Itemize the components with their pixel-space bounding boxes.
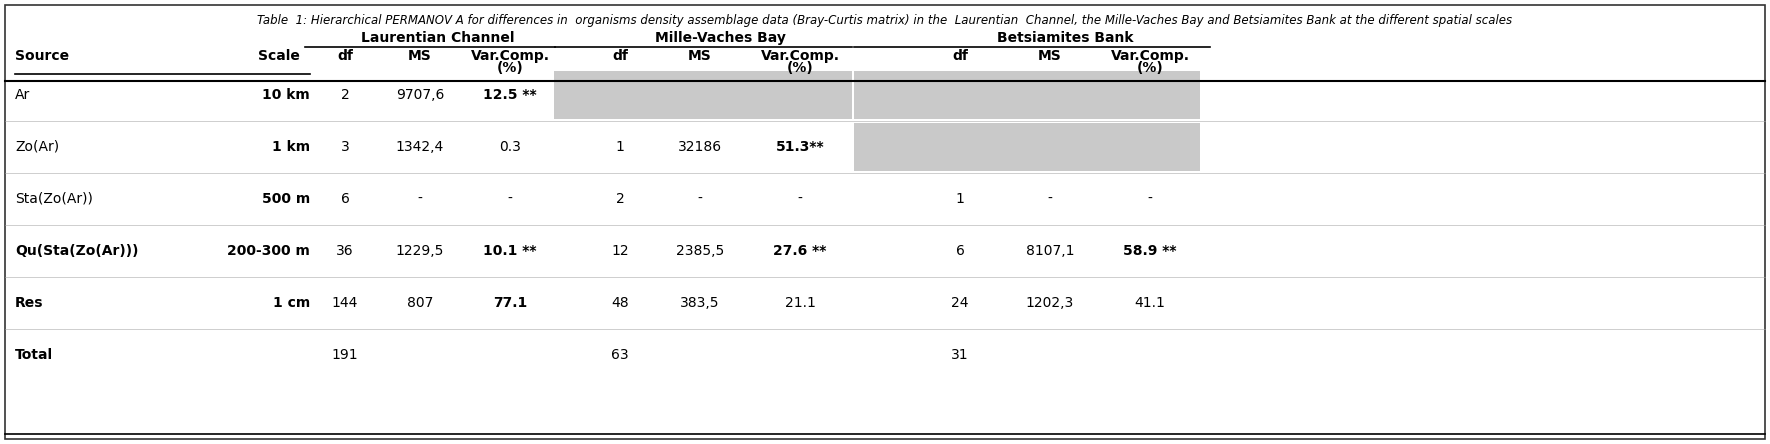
Text: 12.5 **: 12.5 ** — [483, 88, 536, 102]
Text: 58.9 **: 58.9 ** — [1124, 244, 1177, 258]
Text: 24: 24 — [950, 296, 968, 310]
Text: 807: 807 — [407, 296, 434, 310]
Text: 191: 191 — [331, 348, 358, 362]
Text: Mille-Vaches Bay: Mille-Vaches Bay — [655, 31, 786, 45]
Text: 2: 2 — [616, 192, 625, 206]
Text: df: df — [952, 49, 968, 63]
Text: Scale: Scale — [258, 49, 299, 63]
Text: 12: 12 — [611, 244, 628, 258]
Text: 1342,4: 1342,4 — [396, 140, 444, 154]
Text: 1: 1 — [956, 192, 965, 206]
Text: MS: MS — [689, 49, 712, 63]
Text: Table  1: Hierarchical PERMANOV A for differences in  organisms density assembla: Table 1: Hierarchical PERMANOV A for dif… — [257, 14, 1513, 27]
Text: 6: 6 — [956, 244, 965, 258]
Text: -: - — [697, 192, 703, 206]
Text: -: - — [1048, 192, 1053, 206]
Text: -: - — [508, 192, 513, 206]
Text: 1 cm: 1 cm — [273, 296, 310, 310]
Text: 10 km: 10 km — [262, 88, 310, 102]
Text: 41.1: 41.1 — [1135, 296, 1165, 310]
Text: Source: Source — [14, 49, 69, 63]
Text: (%): (%) — [497, 61, 524, 75]
Text: 32186: 32186 — [678, 140, 722, 154]
Text: Qu(Sta(Zo(Ar))): Qu(Sta(Zo(Ar))) — [14, 244, 138, 258]
Bar — [853, 71, 1200, 119]
Text: Total: Total — [14, 348, 53, 362]
Text: Sta(Zo(Ar)): Sta(Zo(Ar)) — [14, 192, 92, 206]
Text: 2: 2 — [340, 88, 349, 102]
Text: 1229,5: 1229,5 — [396, 244, 444, 258]
Text: 63: 63 — [611, 348, 628, 362]
Bar — [554, 71, 851, 119]
Bar — [853, 123, 1200, 171]
Text: 48: 48 — [611, 296, 628, 310]
Text: -: - — [418, 192, 423, 206]
Text: 6: 6 — [340, 192, 349, 206]
Text: 144: 144 — [331, 296, 358, 310]
Text: 2385,5: 2385,5 — [676, 244, 724, 258]
Text: Betsiamites Bank: Betsiamites Bank — [997, 31, 1133, 45]
Text: 1202,3: 1202,3 — [1027, 296, 1074, 310]
Text: MS: MS — [409, 49, 432, 63]
Text: Laurentian Channel: Laurentian Channel — [361, 31, 515, 45]
Text: 500 m: 500 m — [262, 192, 310, 206]
Text: 8107,1: 8107,1 — [1027, 244, 1074, 258]
Text: 77.1: 77.1 — [492, 296, 527, 310]
Text: 36: 36 — [336, 244, 354, 258]
Text: 27.6 **: 27.6 ** — [773, 244, 827, 258]
Text: df: df — [336, 49, 352, 63]
Text: -: - — [1147, 192, 1152, 206]
Text: Var.Comp.: Var.Comp. — [761, 49, 839, 63]
Text: (%): (%) — [786, 61, 814, 75]
Text: Var.Comp.: Var.Comp. — [1110, 49, 1189, 63]
Text: 21.1: 21.1 — [784, 296, 816, 310]
Text: Var.Comp.: Var.Comp. — [471, 49, 549, 63]
Text: df: df — [612, 49, 628, 63]
Text: Ar: Ar — [14, 88, 30, 102]
Text: (%): (%) — [1136, 61, 1163, 75]
Text: 3: 3 — [340, 140, 349, 154]
Text: 0.3: 0.3 — [499, 140, 520, 154]
Text: 1 km: 1 km — [273, 140, 310, 154]
Text: 200-300 m: 200-300 m — [227, 244, 310, 258]
Text: Res: Res — [14, 296, 44, 310]
Text: 383,5: 383,5 — [680, 296, 720, 310]
Text: 9707,6: 9707,6 — [396, 88, 444, 102]
Text: 10.1 **: 10.1 ** — [483, 244, 536, 258]
Text: Zo(Ar): Zo(Ar) — [14, 140, 58, 154]
Text: 51.3**: 51.3** — [775, 140, 825, 154]
Text: -: - — [798, 192, 802, 206]
Text: 1: 1 — [616, 140, 625, 154]
Text: 31: 31 — [950, 348, 968, 362]
Text: MS: MS — [1039, 49, 1062, 63]
